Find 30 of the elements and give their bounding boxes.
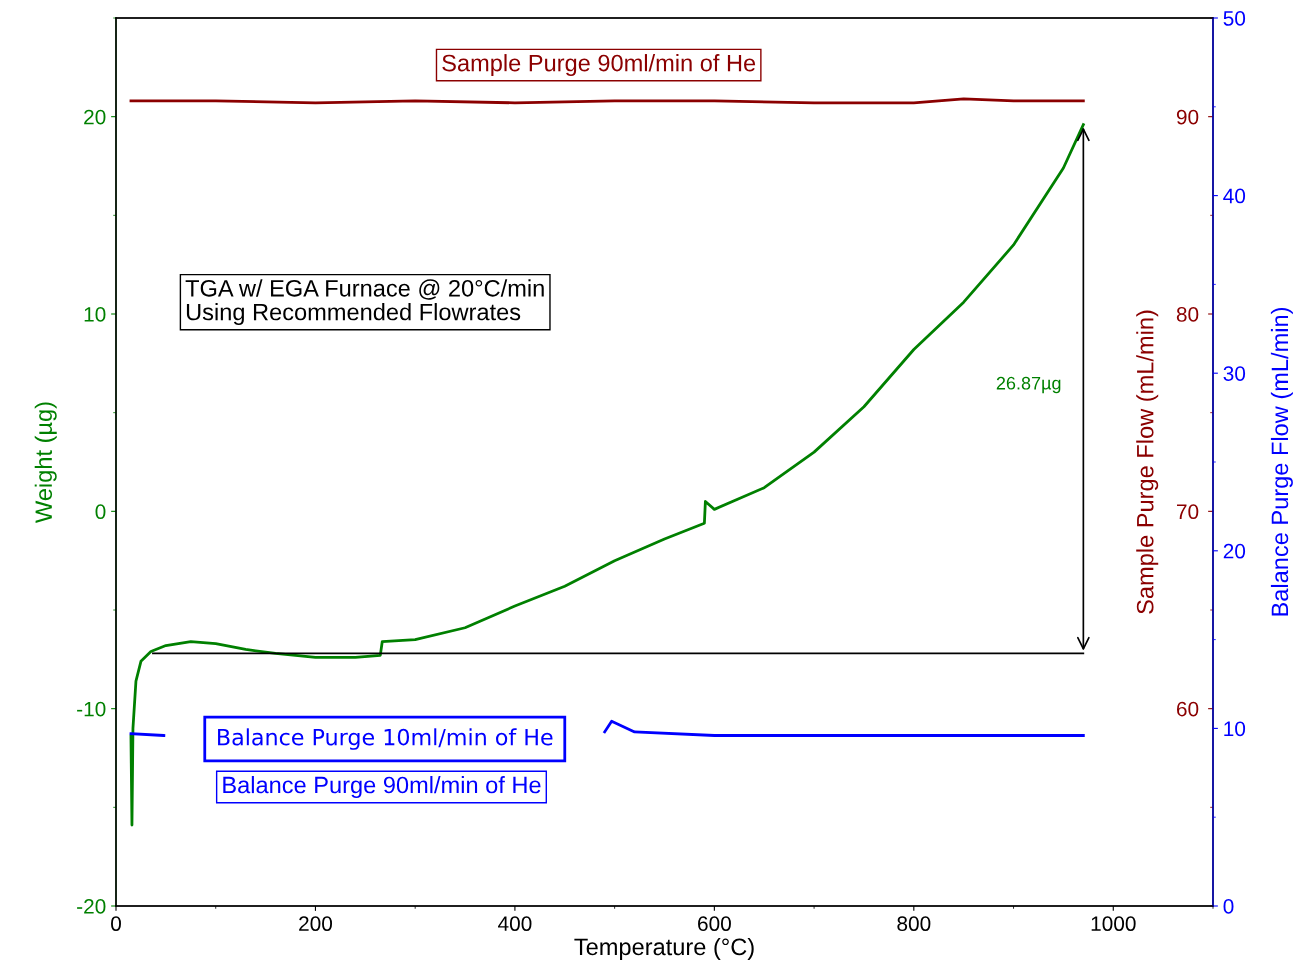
y2-tick-label: 60 <box>1177 701 1199 717</box>
y2-tick-label: 70 <box>1177 504 1199 520</box>
annotation: 26.87µg <box>996 376 1061 394</box>
x-tick-label: 0 <box>111 916 121 932</box>
annotation: TGA w/ EGA Furnace @ 20°C/min Using Recommended Flowrates <box>185 279 544 326</box>
y2-axis-title: Sample Purge Flow (mL/min) <box>1136 310 1159 614</box>
y-tick-label: 10 <box>84 307 106 322</box>
x-tick-label: 600 <box>698 916 731 932</box>
y3-tick-label: 40 <box>1223 188 1246 204</box>
y-tick-label: 20 <box>84 109 106 125</box>
y-tick-label: 0 <box>95 504 106 520</box>
y3-tick-label: 20 <box>1223 543 1246 559</box>
y-axis-title: Weight (µg) <box>34 402 57 523</box>
y3-tick-label: 30 <box>1223 366 1246 381</box>
annotation: Balance Purge 10ml/min of He <box>218 728 553 750</box>
x-tick-label: 1000 <box>1091 916 1136 932</box>
x-tick-label: 800 <box>897 916 931 932</box>
x-axis-title: Temperature (°C) <box>574 937 754 960</box>
y3-axis-title: Balance Purge Flow (mL/min) <box>1270 307 1293 616</box>
x-tick-label: 200 <box>299 916 333 932</box>
y3-tick-label: 10 <box>1224 721 1246 737</box>
annotation: Balance Purge 90ml/min of He <box>223 776 541 799</box>
annotation: Sample Purge 90ml/min of He <box>442 54 756 77</box>
x-tick-label: 400 <box>498 916 532 932</box>
y-tick-label: -20 <box>77 899 106 914</box>
y3-tick-label: 0 <box>1223 899 1234 914</box>
y3-tick-label: 50 <box>1223 11 1246 26</box>
y2-tick-label: 80 <box>1176 307 1199 322</box>
y2-tick-label: 90 <box>1176 109 1199 125</box>
y-tick-label: -10 <box>77 701 106 717</box>
